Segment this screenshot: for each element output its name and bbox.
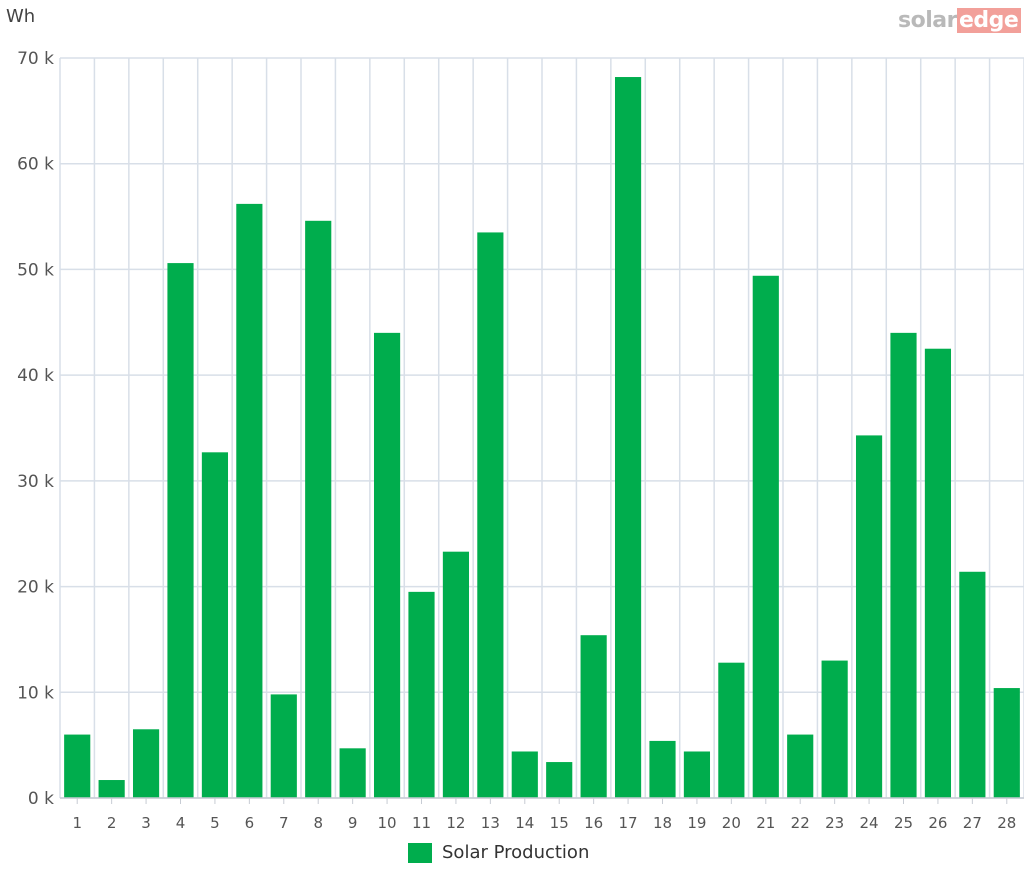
bar-chart: 0 k10 k20 k30 k40 k50 k60 k70 k1 2 3 4 5 6 7 8 9…: [17, 49, 1024, 832]
x-tick-label: 26: [928, 814, 947, 832]
bar-day-23: [821, 660, 848, 798]
y-tick-label: 20 k: [17, 578, 54, 598]
bar-day-15: [546, 762, 573, 798]
bar-day-22: [787, 734, 814, 798]
bar-day-6: [236, 203, 263, 798]
x-tick-label: 14: [515, 814, 534, 832]
bar-day-21: [752, 275, 779, 798]
x-tick-label: 1: [72, 814, 82, 832]
x-tick-label: 7: [279, 814, 289, 832]
bar-day-28: [993, 688, 1020, 798]
bar-day-12: [442, 551, 470, 798]
bar-day-14: [511, 751, 538, 798]
x-tick-label: 11: [412, 814, 431, 832]
y-tick-label: 0 k: [28, 789, 54, 809]
x-tick-label: 27: [963, 814, 982, 832]
x-tick-label: 9: [348, 814, 358, 832]
bar-day-1: [64, 734, 91, 798]
bar-day-4: [167, 263, 194, 799]
x-tick-label: 6: [245, 814, 255, 832]
x-tick-label: 8: [313, 814, 323, 832]
x-tick-label: 23: [825, 814, 844, 832]
bar-day-18: [649, 740, 676, 798]
x-tick-label: 12: [446, 814, 465, 832]
x-tick-label: 4: [176, 814, 186, 832]
bar-day-25: [890, 332, 917, 798]
bar-day-2: [98, 780, 125, 798]
bar-day-19: [683, 751, 711, 798]
y-tick-label: 30 k: [17, 472, 54, 492]
x-tick-label: 5: [210, 814, 220, 832]
bar-day-5: [201, 452, 229, 798]
x-tick-label: 16: [584, 814, 603, 832]
bar-day-26: [924, 348, 952, 798]
x-tick-label: 10: [378, 814, 397, 832]
y-tick-label: 40 k: [17, 366, 54, 386]
y-tick-label: 10 k: [17, 683, 54, 703]
bar-day-17: [614, 77, 642, 799]
legend-swatch-solar-production: [408, 842, 432, 863]
x-tick-label: 19: [687, 814, 706, 832]
legend-label-solar-production: Solar Production: [442, 842, 590, 863]
y-tick-label: 70 k: [17, 49, 54, 69]
bar-day-3: [132, 729, 160, 798]
x-tick-label: 17: [619, 814, 638, 832]
x-tick-label: 28: [997, 814, 1016, 832]
bar-day-8: [305, 220, 332, 799]
x-tick-label: 24: [860, 814, 879, 832]
x-tick-label: 18: [653, 814, 672, 832]
bar-day-10: [373, 332, 401, 798]
logo-edge-text: edge: [956, 8, 1022, 33]
bar-day-16: [580, 635, 607, 798]
bar-day-7: [270, 694, 297, 798]
bar-day-13: [477, 232, 504, 798]
legend[interactable]: Solar Production: [408, 842, 589, 863]
logo-solar-text: solar: [898, 8, 957, 33]
y-tick-label: 60 k: [17, 155, 54, 175]
bar-day-24: [855, 435, 883, 798]
bar-day-20: [718, 662, 745, 798]
x-tick-label: 22: [791, 814, 810, 832]
x-tick-label: 2: [107, 814, 117, 832]
bar-day-11: [408, 591, 435, 798]
x-tick-label: 3: [141, 814, 151, 832]
x-tick-label: 21: [756, 814, 775, 832]
y-tick-label: 50 k: [17, 260, 54, 280]
bar-day-27: [959, 571, 986, 798]
y-axis-unit-label: Wh: [6, 6, 36, 27]
x-tick-label: 20: [722, 814, 741, 832]
x-tick-label: 25: [894, 814, 913, 832]
x-tick-label: 13: [481, 814, 500, 832]
x-tick-label: 15: [550, 814, 569, 832]
solaredge-logo: solaredge: [898, 8, 1022, 33]
bar-day-9: [339, 748, 366, 798]
